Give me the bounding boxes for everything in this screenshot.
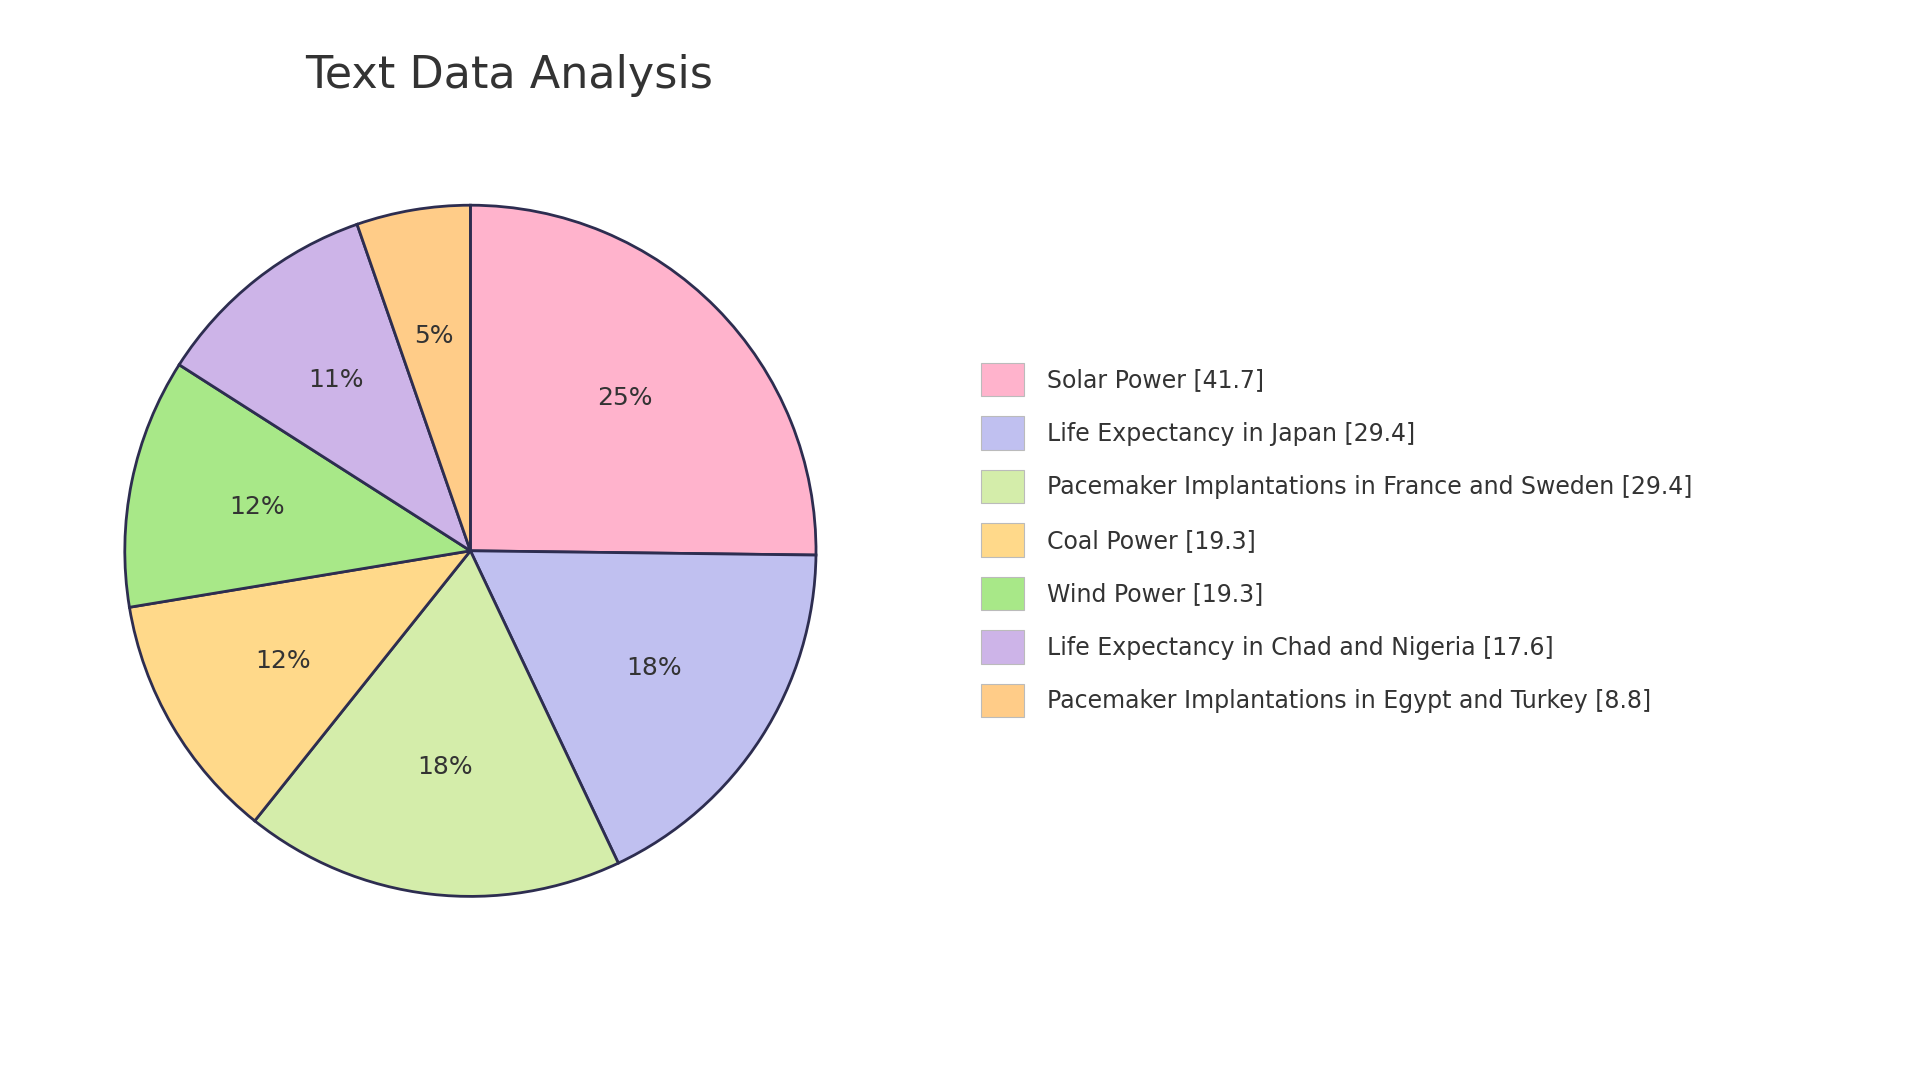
- Text: 18%: 18%: [626, 657, 682, 680]
- Text: 12%: 12%: [255, 649, 311, 673]
- Wedge shape: [129, 551, 470, 821]
- Wedge shape: [179, 225, 470, 551]
- Text: 12%: 12%: [228, 495, 284, 519]
- Wedge shape: [125, 365, 470, 607]
- Text: 18%: 18%: [417, 755, 472, 779]
- Wedge shape: [470, 205, 816, 555]
- Wedge shape: [357, 205, 470, 551]
- Text: 25%: 25%: [597, 386, 653, 409]
- Text: 5%: 5%: [415, 324, 453, 348]
- Legend: Solar Power [41.7], Life Expectancy in Japan [29.4], Pacemaker Implantations in : Solar Power [41.7], Life Expectancy in J…: [972, 353, 1703, 727]
- Text: 11%: 11%: [307, 368, 363, 392]
- Wedge shape: [470, 551, 816, 863]
- Wedge shape: [255, 551, 618, 896]
- Text: Text Data Analysis: Text Data Analysis: [305, 54, 712, 97]
